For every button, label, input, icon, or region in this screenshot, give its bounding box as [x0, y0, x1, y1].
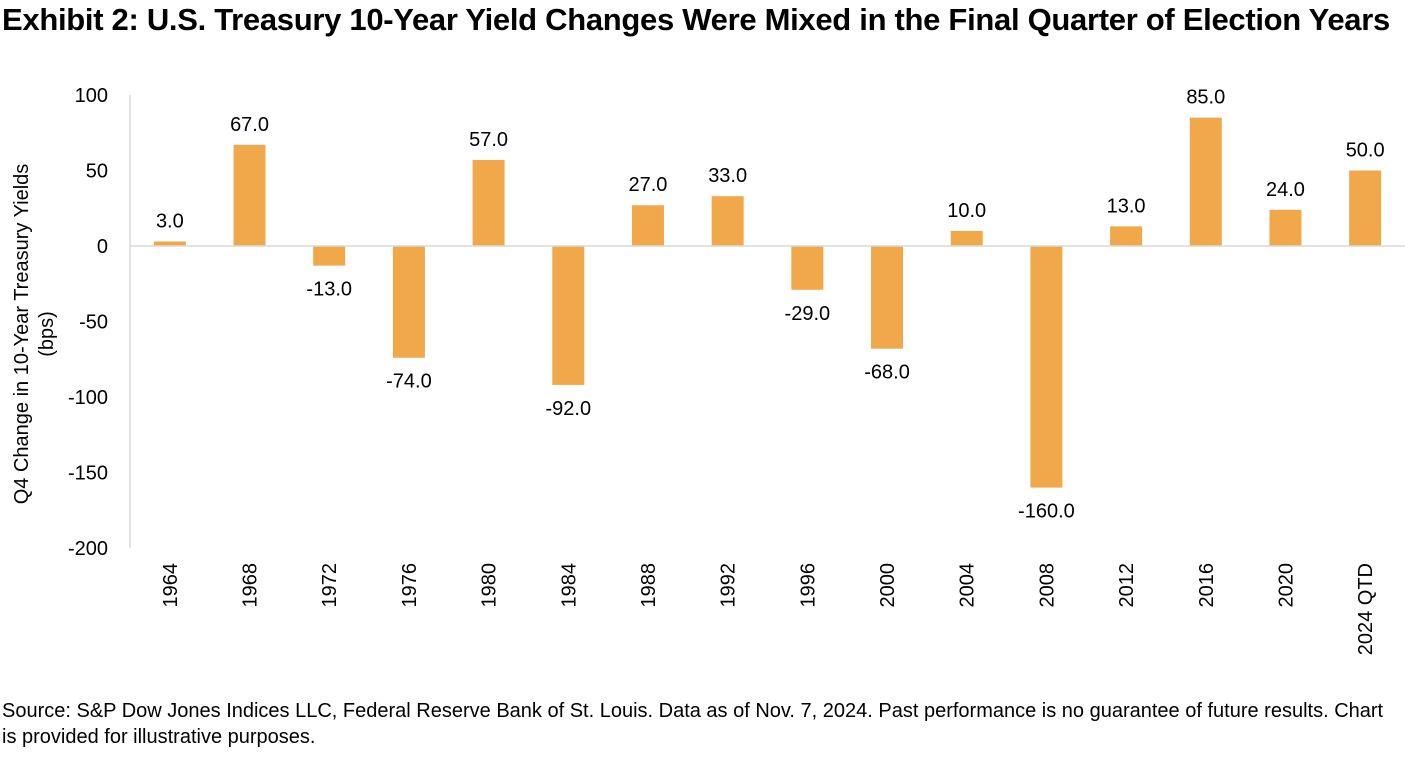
data-label: 67.0: [230, 114, 269, 136]
x-tick-label: 2004: [957, 563, 979, 608]
bar-chart: Q4 Change in 10-Year Treasury Yields (bp…: [11, 85, 1405, 655]
data-label: 24.0: [1266, 179, 1305, 201]
y-axis-title-line-2: (bps): [36, 311, 58, 357]
y-axis-title: Q4 Change in 10-Year Treasury Yields (bp…: [11, 164, 58, 505]
y-tick-label: -200: [68, 538, 108, 560]
bar-1980: [472, 159, 505, 246]
bar-1984: [552, 246, 585, 385]
x-tick-label: 2008: [1036, 563, 1058, 608]
x-tick-label: 1984: [558, 563, 580, 608]
data-label: -92.0: [545, 398, 591, 420]
bar-1976: [392, 246, 425, 358]
source-footnote: Source: S&P Dow Jones Indices LLC, Feder…: [2, 700, 1384, 748]
x-axis-ticks: 1964 1968 1972 1976 1980 1984 1988 1992 1996 2000…: [160, 563, 1377, 655]
bar-1968: [233, 144, 266, 246]
x-tick-label: 2012: [1116, 563, 1138, 608]
data-label: 57.0: [469, 129, 508, 151]
x-tick-label: 1992: [718, 563, 740, 608]
x-tick-label: 1972: [319, 563, 341, 608]
y-tick-label: 50: [86, 161, 108, 183]
x-tick-label: 1968: [240, 563, 262, 608]
data-label: 13.0: [1107, 195, 1146, 217]
bars: [153, 117, 1382, 488]
y-tick-label: -100: [68, 387, 108, 409]
bar-1988: [631, 205, 664, 246]
bar-2020: [1269, 209, 1302, 246]
data-label: -68.0: [864, 362, 910, 384]
bar-2008: [1030, 246, 1063, 488]
data-labels: 3.0 67.0 -13.0 -74.0 57.0 -92.0 27.0 33.0 -29.0 -…: [156, 87, 1385, 523]
x-tick-label: 2020: [1275, 563, 1297, 608]
data-label: 27.0: [629, 174, 668, 196]
bar-2024-qtd: [1349, 170, 1382, 246]
bar-1992: [711, 196, 744, 246]
bar-2004: [950, 230, 983, 246]
data-label: -160.0: [1018, 501, 1075, 523]
y-tick-label: 0: [97, 236, 108, 258]
data-label: 10.0: [947, 200, 986, 222]
data-label: -74.0: [386, 371, 432, 393]
bar-2016: [1189, 117, 1222, 247]
data-label: -13.0: [306, 279, 352, 301]
y-tick-label: -150: [68, 463, 108, 485]
x-tick-label: 2016: [1196, 563, 1218, 608]
bar-1964: [153, 241, 186, 246]
y-tick-label: -50: [79, 312, 108, 334]
data-label: 33.0: [708, 165, 747, 187]
y-axis-title-line-1: Q4 Change in 10-Year Treasury Yields: [11, 164, 33, 505]
x-tick-label: 1988: [638, 563, 660, 608]
bar-2012: [1110, 226, 1143, 246]
x-tick-label: 1976: [399, 563, 421, 608]
x-tick-label: 2024 QTD: [1355, 563, 1377, 655]
bar-1996: [791, 246, 824, 290]
bar-1972: [313, 246, 346, 266]
x-tick-label: 1996: [797, 563, 819, 608]
data-label: 3.0: [156, 210, 184, 232]
x-tick-label: 2000: [877, 563, 899, 608]
chart-title: Exhibit 2: U.S. Treasury 10-Year Yield C…: [2, 2, 1390, 37]
bar-2000: [871, 246, 904, 349]
data-label: 85.0: [1186, 87, 1225, 109]
data-label: -29.0: [785, 303, 831, 325]
x-tick-label: 1964: [160, 563, 182, 608]
y-axis-ticks: 100 50 0 -50 -100 -150 -200: [68, 85, 108, 560]
x-tick-label: 1980: [479, 563, 501, 608]
y-tick-label: 100: [75, 85, 108, 107]
data-label: 50.0: [1346, 140, 1385, 162]
